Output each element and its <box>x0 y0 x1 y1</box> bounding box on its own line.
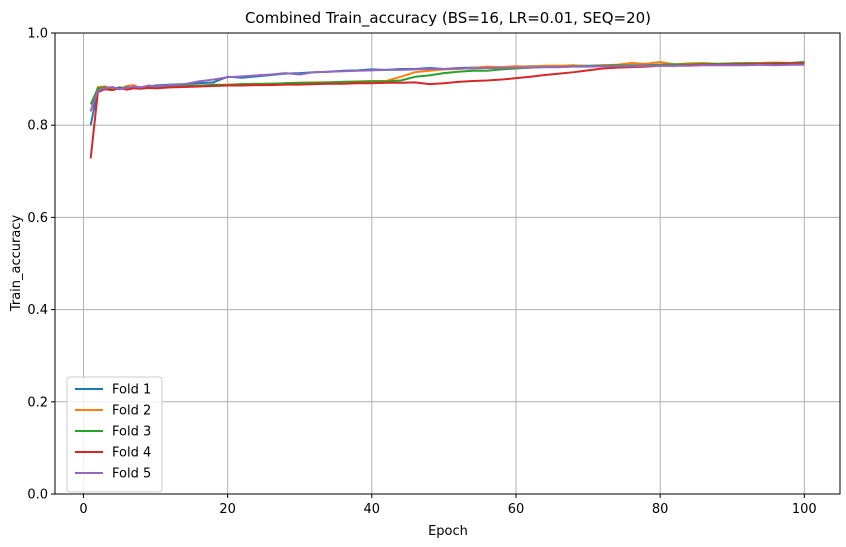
legend-label-fold-3: Fold 3 <box>112 425 151 440</box>
x-tick-label-2: 40 <box>364 502 381 517</box>
legend-label-fold-4: Fold 4 <box>112 446 151 461</box>
legend-label-fold-5: Fold 5 <box>112 467 151 482</box>
x-axis-label: Epoch <box>428 524 468 539</box>
y-tick-label-4: 0.8 <box>27 119 48 134</box>
legend: Fold 1 Fold 2 Fold 3 Fold 4 Fold 5 <box>66 376 163 493</box>
legend-label-fold-2: Fold 2 <box>112 404 151 419</box>
series-line-fold-4 <box>89 62 805 159</box>
x-tick-label-0: 0 <box>79 502 87 517</box>
x-tick-label-4: 80 <box>652 502 669 517</box>
y-tick-label-2: 0.4 <box>27 303 48 318</box>
y-tick-label-5: 1.0 <box>27 27 48 42</box>
plot-area: 0 20 40 60 80 100 0.0 0.2 0.4 0.6 0.8 1.0 <box>27 27 841 517</box>
y-tick-label-3: 0.6 <box>27 211 48 226</box>
y-axis-label: Train_accuracy <box>9 215 24 313</box>
series-line-fold-5 <box>89 63 805 112</box>
chart-title: Combined Train_accuracy (BS=16, LR=0.01,… <box>245 9 651 28</box>
legend-label-fold-1: Fold 1 <box>112 383 151 398</box>
y-tick-label-1: 0.2 <box>27 395 48 410</box>
axes-frame <box>54 32 841 495</box>
x-tick-label-3: 60 <box>508 502 525 517</box>
x-tick-label-5: 100 <box>792 502 817 517</box>
y-tick-label-0: 0.0 <box>27 488 48 503</box>
legend-box <box>66 376 163 493</box>
x-tick-label-1: 20 <box>219 502 236 517</box>
